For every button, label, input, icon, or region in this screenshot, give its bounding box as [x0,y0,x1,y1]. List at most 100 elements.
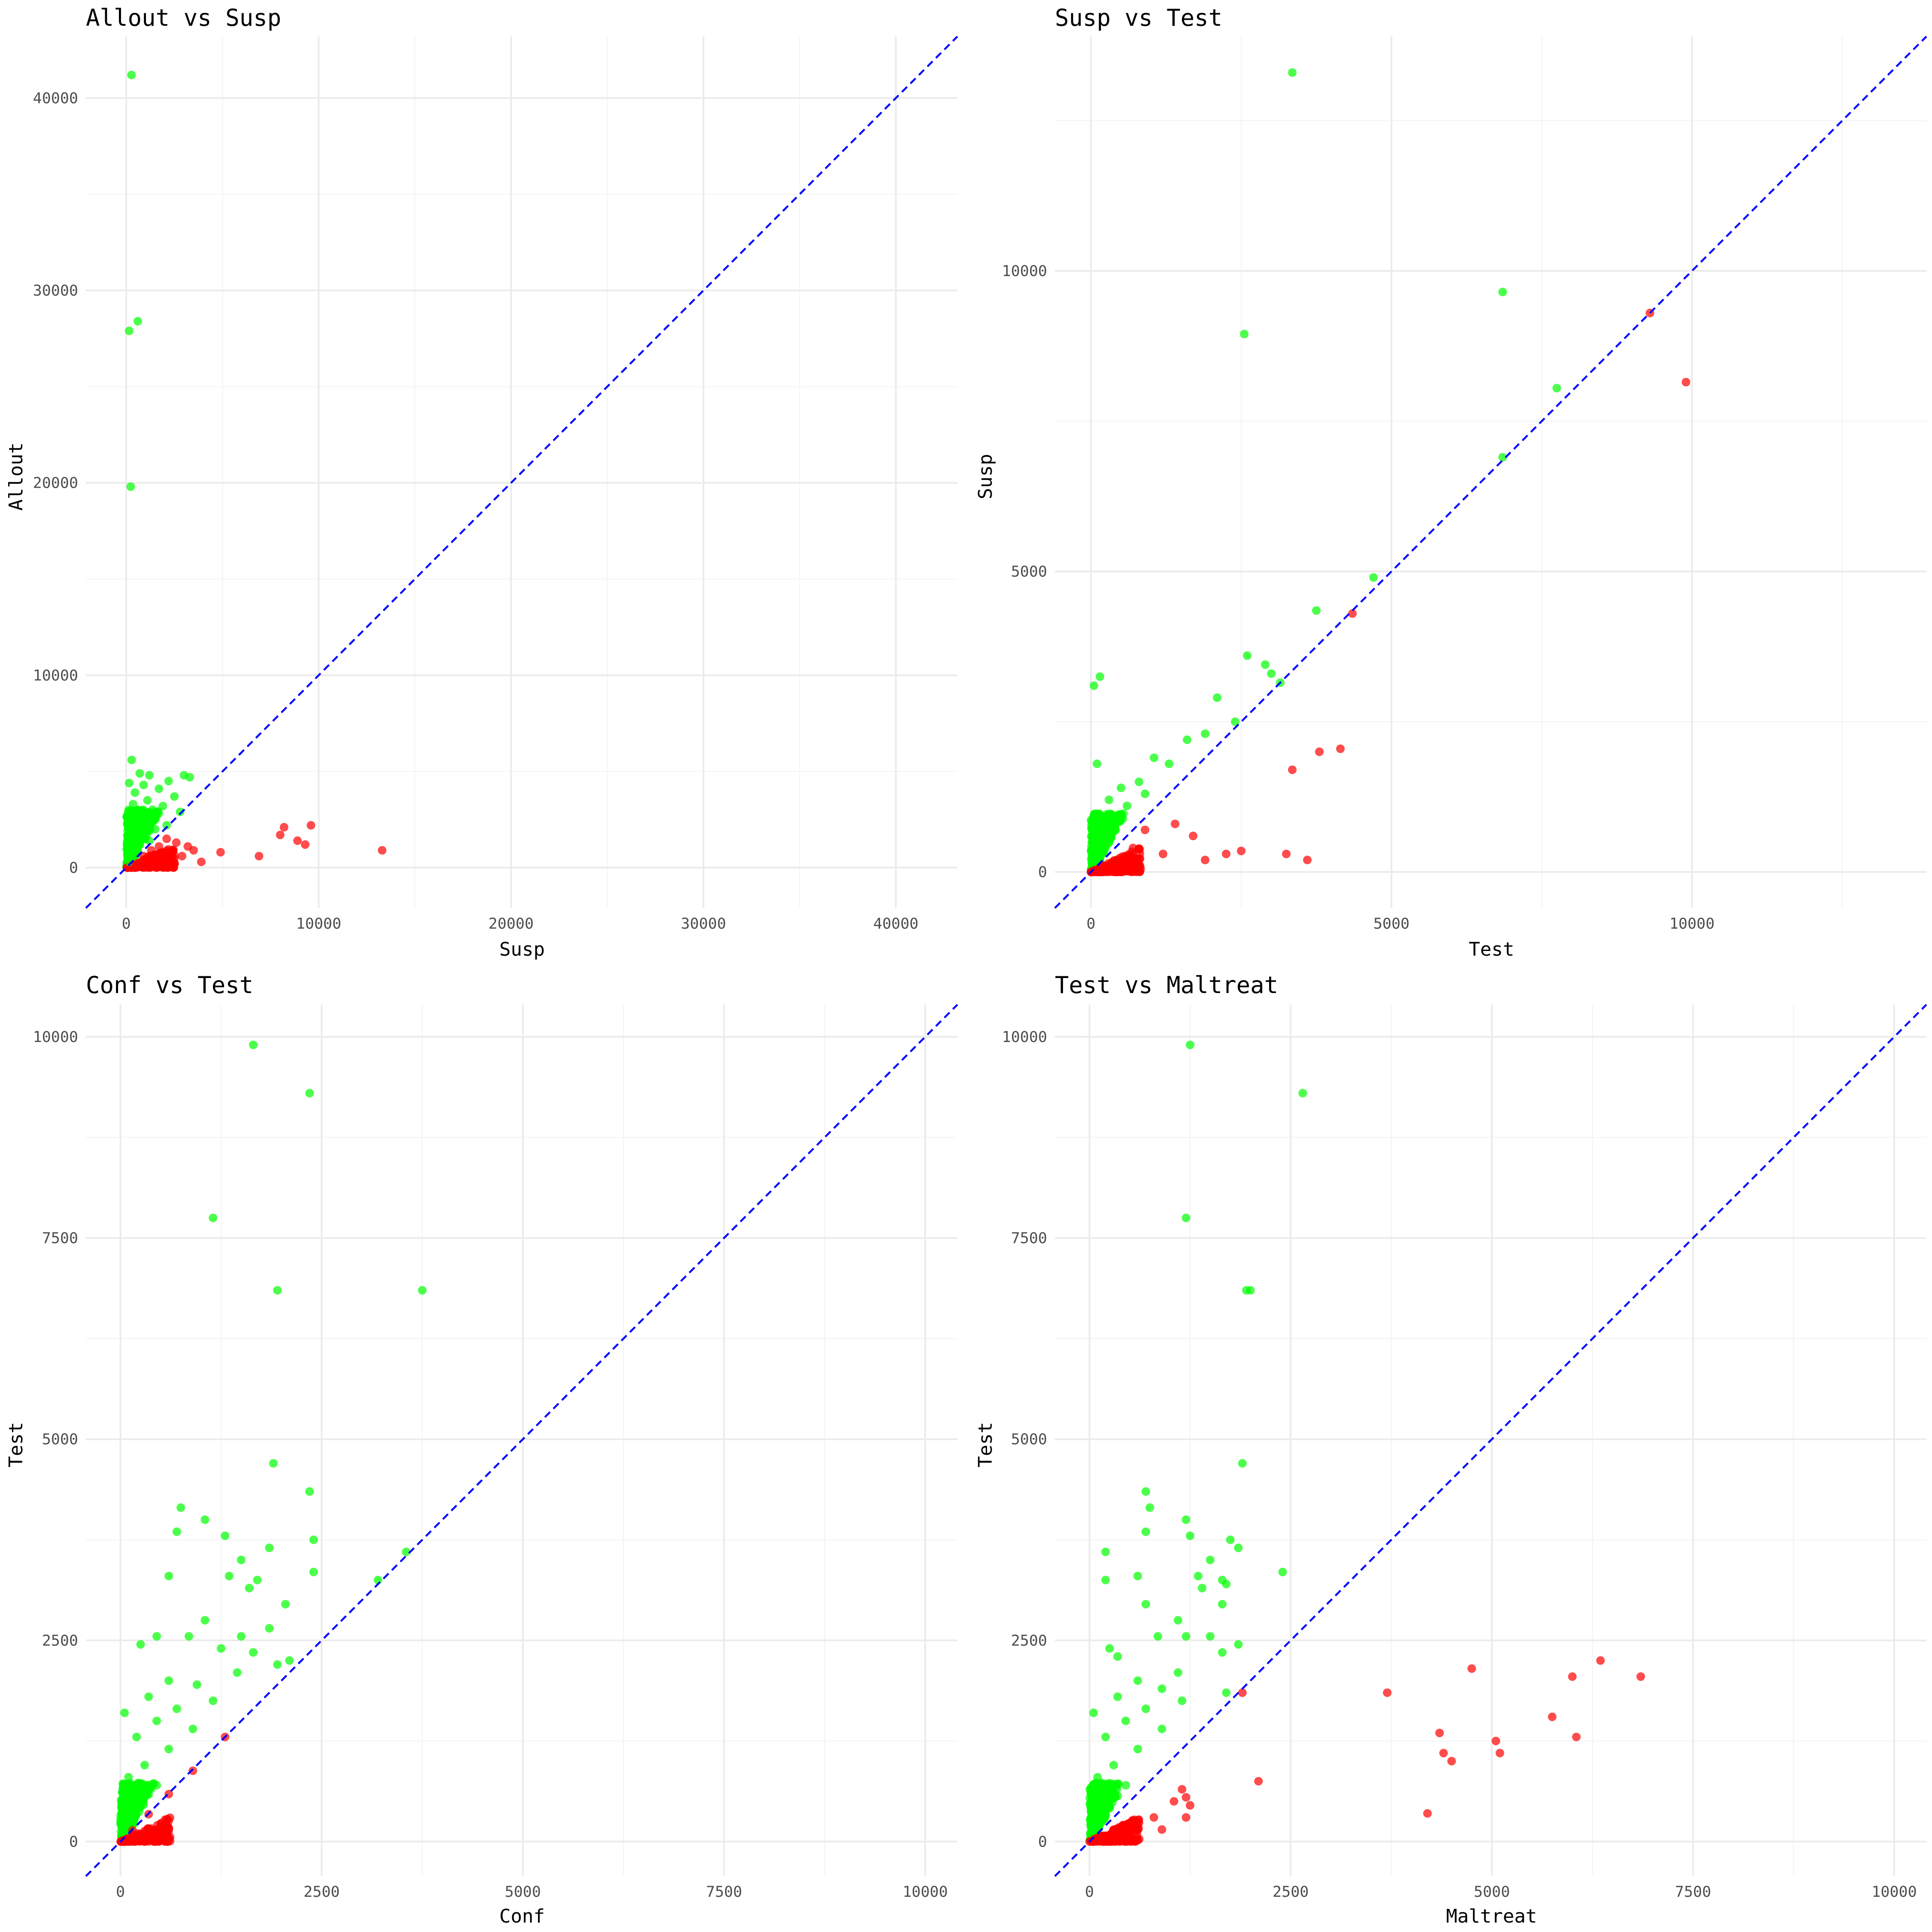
point-above [1141,1600,1150,1609]
point-above [245,1583,254,1592]
point-above [176,807,185,816]
point-above [281,1600,290,1609]
point-above [133,838,142,847]
point-above [1141,1487,1150,1496]
point-above [126,811,135,820]
point-below [1124,1828,1133,1837]
point-above [285,1656,294,1665]
point-above [164,1744,173,1753]
point-above [1222,1688,1231,1697]
point-above [120,1813,129,1822]
y-tick-label: 20000 [33,475,78,492]
y-axis-label: Test [975,1422,996,1467]
point-above [124,819,133,828]
point-below [1157,1825,1166,1834]
point-above [152,1716,161,1725]
point-below [1178,1785,1187,1794]
point-below [1149,1813,1158,1822]
y-tick-label: 10000 [1002,263,1047,280]
point-below [1222,850,1230,858]
y-tick-label: 5000 [42,1431,78,1448]
point-below [131,860,140,869]
point-above [1267,669,1276,678]
point-below [307,821,316,830]
point-above [1298,1089,1307,1098]
point-above [1089,1708,1098,1717]
point-above [1173,1616,1182,1625]
point-above [1240,330,1249,338]
point-above [1246,1286,1255,1295]
point-above [200,1515,210,1524]
point-below [1303,856,1312,864]
y-tick-label: 10000 [1002,1029,1047,1046]
point-above [1312,606,1321,615]
x-tick-label: 5000 [1474,1883,1510,1901]
point-below [1109,1826,1118,1835]
point-above [1222,1580,1231,1589]
point-above [1087,1812,1096,1821]
point-above [172,1527,181,1536]
point-above [1243,651,1252,660]
point-above [1097,1789,1106,1798]
x-tick-label: 7500 [706,1883,742,1901]
point-above [184,1632,193,1641]
point-above [1182,1213,1191,1222]
point-above [1194,1571,1203,1580]
point-below [183,842,192,851]
point-above [1091,1792,1100,1801]
point-above [1100,824,1109,833]
point-above [1206,1632,1215,1641]
point-above [135,769,144,778]
point-above [1288,68,1297,77]
reference-line-y-equals-x [85,1004,958,1877]
point-below [1110,1834,1119,1843]
point-above [143,796,152,805]
point-above [1238,1459,1247,1468]
point-above [1097,849,1106,858]
point-above [1096,838,1104,846]
point-above [120,1708,129,1717]
point-below [153,1821,162,1830]
point-above [1261,660,1270,669]
panel-title: Allout vs Susp [86,4,281,31]
point-above [1096,672,1104,681]
x-tick-label: 0 [116,1883,125,1901]
point-below [1110,856,1119,865]
scatter-points [1085,1040,1645,1846]
grid [1055,36,1926,908]
point-below [1189,832,1197,840]
point-above [1101,1576,1110,1585]
x-tick-label: 10000 [1871,1883,1917,1901]
point-above [132,1732,141,1741]
point-above [164,1571,173,1580]
x-tick-label: 40000 [873,915,918,933]
point-above [1093,1773,1102,1782]
reference-line-y-equals-x [85,36,958,909]
point-above [237,1555,246,1564]
point-below [1185,1801,1194,1810]
point-below [158,852,167,861]
point-above [1206,1555,1215,1564]
point-above [1097,1797,1106,1806]
point-above [1552,384,1561,392]
point-below [1254,1777,1263,1786]
point-above [133,805,142,814]
point-above [136,1640,145,1649]
point-above [126,482,135,491]
point-above [158,802,167,811]
point-above [1183,735,1191,744]
point-above [253,1576,262,1585]
point-below [378,846,387,855]
point-below [279,823,289,832]
point-above [1113,1692,1122,1701]
point-below [168,846,177,855]
y-tick-label: 5000 [1011,1431,1047,1448]
point-below [1111,867,1120,876]
x-tick-label: 10000 [1669,915,1714,933]
point-below [1636,1672,1645,1681]
point-above [1218,1648,1227,1657]
point-below [1141,826,1149,834]
point-below [155,842,164,851]
point-above [233,1668,242,1677]
point-above [152,1632,161,1641]
